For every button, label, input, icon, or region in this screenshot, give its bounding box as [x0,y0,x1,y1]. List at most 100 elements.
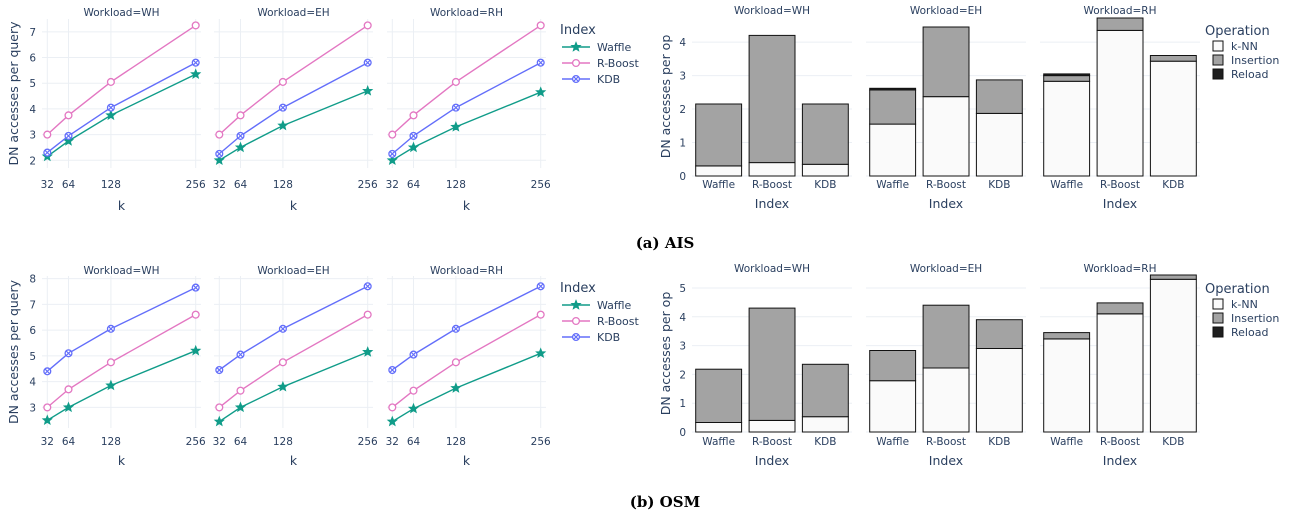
legend-entry: Insertion [1231,312,1279,325]
data-point-kdb [64,131,73,140]
data-point-kdb [43,148,52,157]
data-point-kdb-cross [192,284,199,291]
y-tick-label: 2 [679,104,686,116]
data-point-waffle [450,382,462,393]
series-line-waffle [46,73,197,157]
data-point-kdb-cross [364,283,371,290]
data-point-kdb [363,282,372,291]
bar-segment-k-nn [975,348,1023,433]
x-tick-label: 128 [446,436,466,448]
data-point-r-boost [43,403,52,412]
data-point-kdb [536,58,545,67]
legend-swatch [1212,54,1224,66]
bar-segment-insertion [975,319,1023,350]
legend-entry: k-NN [1231,298,1258,311]
x-tick-label: 256 [186,179,206,191]
legend-marker [571,316,581,326]
data-point-waffle [105,109,117,121]
y-axis-title: DN accesses per op [658,292,673,416]
y-tick-label: 8 [29,274,36,286]
x-axis-title: Index [755,196,789,211]
y-tick-label: 5 [679,283,686,295]
x-axis-title: k [463,453,471,468]
bar-facet-2: Workload=RH Waffle R-Boost KDB Index [1040,5,1200,211]
bar-segment-k-nn [869,123,917,177]
x-tick-label: 64 [62,436,76,448]
bar-segment-insertion [975,79,1023,114]
data-point-kdb-cross [364,59,371,66]
data-point-kdb [278,103,287,112]
y-tick-label: 3 [29,130,36,142]
data-point-kdb [64,349,73,358]
data-point-kdb [451,324,460,333]
legend-marker [570,41,582,52]
legend-entry: Waffle [597,299,632,312]
series-line-r-boost [46,313,197,408]
data-point-r-boost [236,111,245,120]
x-tick-label: 64 [62,179,76,191]
data-point-kdb-cross [537,283,544,290]
x-tick-label: 128 [101,179,121,191]
data-point-waffle [535,86,547,97]
data-point-kdb-cross [65,133,72,139]
data-point-kdb [451,103,460,112]
facet-title: Workload=RH [1083,263,1156,275]
legend-marker [570,299,582,310]
data-point-kdb [215,149,224,158]
bar-facet-1: Workload=EH Waffle R-Boost KDB Index [866,5,1026,211]
facet-title: Workload=RH [430,7,503,19]
data-point-r-boost [363,310,372,319]
data-point-kdb-cross [65,350,72,357]
bar-facet-1: Workload=EH Waffle R-Boost KDB Index [866,263,1026,468]
y-tick-label: 2 [679,369,686,381]
data-point-kdb [409,350,418,359]
bar-segment-k-nn [869,380,917,433]
data-point-r-boost [409,386,418,395]
bar-segment-insertion [1043,75,1091,82]
y-tick-label: 4 [679,37,686,49]
x-tick-label: 256 [531,436,551,448]
facet-title: Workload=WH [734,5,810,17]
facet-title: Workload=EH [910,5,982,17]
x-tick-label: 32 [213,179,226,191]
data-point-waffle [362,85,374,96]
y-tick-label: 1 [679,398,686,410]
data-point-kdb-cross [453,326,459,332]
y-tick-label: 7 [29,27,36,39]
series-line-waffle [218,90,368,161]
data-point-r-boost [451,358,460,367]
legend-entry: KDB [597,73,620,86]
y-tick-label: 0 [679,427,686,439]
bar-segment-k-nn [922,96,970,177]
bar-segment-insertion [1149,55,1197,62]
y-axis-title: DN accesses per query [6,21,21,166]
data-point-kdb-cross [537,59,544,66]
legend-title: Index [560,281,596,296]
bar-segment-insertion [869,350,917,382]
y-tick-label: 7 [29,299,36,311]
data-point-waffle [407,141,420,153]
data-point-kdb [236,131,245,140]
y-tick-label: 5 [29,78,36,90]
x-tick-label: R-Boost [752,436,792,448]
bar-facet-2: Workload=RH Waffle R-Boost KDB Index [1040,263,1200,468]
data-point-r-boost [191,310,200,319]
x-tick-label: 256 [531,179,551,191]
data-point-waffle [41,414,53,426]
bar-segment-k-nn [695,422,743,433]
bar-segment-k-nn [1149,278,1197,433]
data-point-r-boost [64,111,73,120]
bar-segment-k-nn [748,420,796,433]
x-tick-label: Waffle [702,179,735,191]
y-axis-title: DN accesses per query [6,279,21,424]
x-axis-title: k [118,453,126,468]
data-point-kdb [191,283,200,292]
x-tick-label: 256 [186,436,206,448]
bar-segment-k-nn [1149,60,1197,177]
x-axis-title: k [118,198,126,213]
facet-title: Workload=EH [910,263,982,275]
x-tick-label: 32 [386,436,399,448]
line-chart-ais: Workload=WH 2 3 4 5 6 7 32 64 128 256 k Workload=EH 3… [6,7,640,213]
